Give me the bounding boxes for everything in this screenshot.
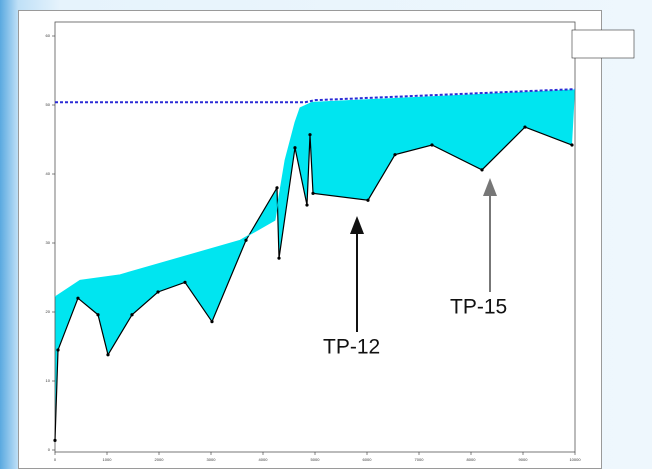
point (183, 280, 187, 284)
point (76, 296, 80, 300)
y-tick-label: 60 (46, 33, 51, 38)
point (130, 313, 134, 317)
annotation: TP-15 (450, 296, 507, 319)
point (56, 348, 60, 352)
point (275, 186, 279, 190)
y-tick-label: 20 (46, 309, 51, 314)
point (430, 143, 434, 147)
point (570, 143, 574, 147)
point (106, 353, 110, 357)
x-tick-label: 8000 (467, 457, 477, 462)
legend-box (571, 29, 635, 59)
x-tick-label: 1000 (103, 457, 113, 462)
x-tick-label: 7000 (415, 457, 425, 462)
series-line (54, 126, 573, 441)
series-line (55, 88, 576, 104)
point (53, 438, 57, 442)
y-tick-label: 50 (46, 102, 51, 107)
point (210, 320, 214, 324)
y-tick-label: 10 (46, 378, 51, 383)
point (308, 133, 312, 137)
y-tick-label: 40 (46, 171, 51, 176)
point (156, 290, 160, 294)
point (293, 146, 297, 150)
point (96, 313, 100, 317)
y-tick-label: 30 (46, 240, 51, 245)
x-tick-label: 5000 (311, 457, 321, 462)
point (366, 198, 370, 202)
y-tick-label: 0 (48, 447, 51, 452)
point (480, 168, 484, 172)
point (311, 191, 315, 195)
x-tick-label: 6000 (363, 457, 373, 462)
x-tick-label: 0 (54, 457, 57, 462)
series-line (54, 89, 576, 298)
flow-area (55, 89, 575, 441)
x-tick-label: 9000 (519, 457, 529, 462)
arrow-head (483, 178, 497, 196)
point (244, 238, 248, 242)
arrow-head (350, 216, 364, 234)
x-tick-label: 10000 (569, 457, 581, 462)
x-tick-label: 3000 (207, 457, 217, 462)
point (305, 203, 309, 207)
x-tick-label: 4000 (259, 457, 269, 462)
chart-panel (18, 10, 602, 469)
point (523, 125, 527, 129)
point (393, 153, 397, 157)
plot-frame (54, 21, 576, 453)
annotation: TP-12 (323, 336, 380, 359)
x-tick-label: 2000 (155, 457, 165, 462)
point (277, 256, 281, 260)
